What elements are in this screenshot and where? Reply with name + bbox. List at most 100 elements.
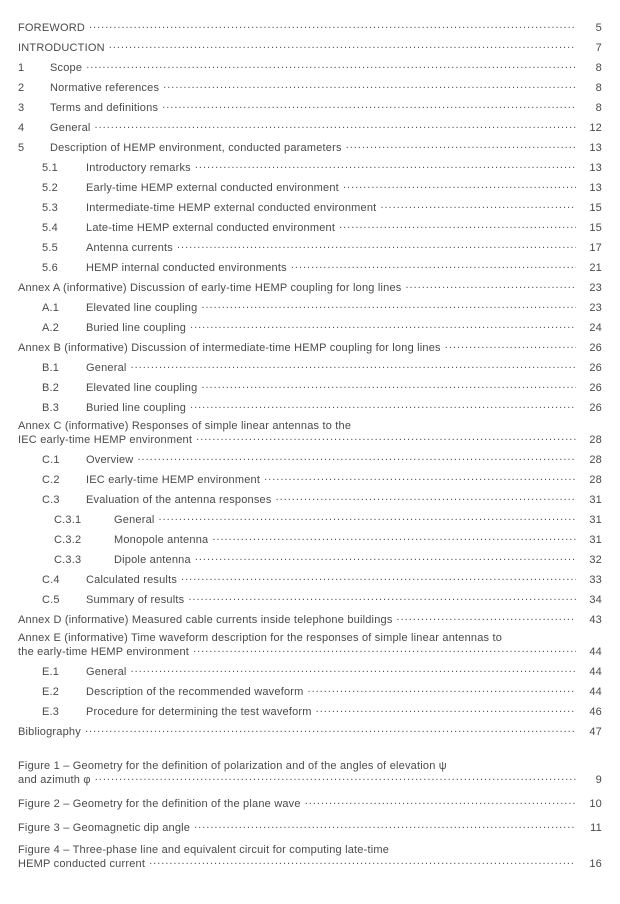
dot-leader bbox=[181, 572, 576, 583]
entry-page: 15 bbox=[576, 202, 602, 214]
entry-title: General bbox=[86, 666, 131, 678]
entry-number: C.1 bbox=[42, 454, 86, 466]
entry-page: 10 bbox=[576, 798, 602, 810]
entry-title: Annex E (informative) Time waveform desc… bbox=[18, 632, 602, 644]
entry-page: 44 bbox=[576, 686, 602, 698]
entry-title: Annex B (informative) Discussion of inte… bbox=[18, 342, 445, 354]
dot-leader bbox=[195, 552, 576, 563]
entry-title: Scope bbox=[50, 62, 86, 74]
entry-title: Terms and definitions bbox=[50, 102, 162, 114]
entry-number: E.1 bbox=[42, 666, 86, 678]
entry-page: 16 bbox=[576, 858, 602, 870]
toc-entry: C.3Evaluation of the antenna responses31 bbox=[18, 492, 602, 506]
entry-title: General bbox=[50, 122, 95, 134]
entry-title: Elevated line coupling bbox=[86, 382, 201, 394]
entry-page: 8 bbox=[576, 102, 602, 114]
toc-entry-line2: and azimuth φ9 bbox=[18, 772, 602, 786]
toc-entry: C.1Overview28 bbox=[18, 452, 602, 466]
entry-title: Figure 4 – Three-phase line and equivale… bbox=[18, 844, 602, 856]
dot-leader bbox=[343, 180, 576, 191]
entry-page: 9 bbox=[576, 774, 602, 786]
entry-page: 11 bbox=[576, 822, 602, 834]
dot-leader bbox=[95, 120, 576, 131]
entry-page: 28 bbox=[576, 434, 602, 446]
toc-entry: Annex B (informative) Discussion of inte… bbox=[18, 340, 602, 354]
entry-title: General bbox=[86, 362, 131, 374]
toc-entry: A.1Elevated line coupling23 bbox=[18, 300, 602, 314]
toc-entry: 5.6HEMP internal conducted environments2… bbox=[18, 260, 602, 274]
entry-page: 47 bbox=[576, 726, 602, 738]
dot-leader bbox=[445, 340, 576, 351]
entry-title: Normative references bbox=[50, 82, 163, 94]
entry-title: Buried line coupling bbox=[86, 322, 190, 334]
entry-title: Annex C (informative) Responses of simpl… bbox=[18, 420, 602, 432]
toc-entry: Figure 2 – Geometry for the definition o… bbox=[18, 796, 602, 810]
toc-entry: E.2Description of the recommended wavefo… bbox=[18, 684, 602, 698]
entry-page: 17 bbox=[576, 242, 602, 254]
toc-entry: Annex E (informative) Time waveform desc… bbox=[18, 632, 602, 658]
entry-page: 12 bbox=[576, 122, 602, 134]
dot-leader bbox=[316, 704, 576, 715]
entry-title: Elevated line coupling bbox=[86, 302, 201, 314]
dot-leader bbox=[162, 100, 576, 111]
toc-entry: 5.1Introductory remarks13 bbox=[18, 160, 602, 174]
dot-leader bbox=[137, 452, 576, 463]
dot-leader bbox=[193, 644, 576, 655]
dot-leader bbox=[201, 300, 576, 311]
toc-entry: C.3.2Monopole antenna31 bbox=[18, 532, 602, 546]
entry-title: Figure 3 – Geomagnetic dip angle bbox=[18, 822, 194, 834]
entry-title: Buried line coupling bbox=[86, 402, 190, 414]
entry-page: 34 bbox=[576, 594, 602, 606]
toc-entry: 5.5Antenna currents17 bbox=[18, 240, 602, 254]
entry-number: C.3.1 bbox=[54, 514, 114, 526]
entry-page: 8 bbox=[576, 62, 602, 74]
dot-leader bbox=[159, 512, 576, 523]
entry-number: C.3 bbox=[42, 494, 86, 506]
toc-entry: 5.2Early-time HEMP external conducted en… bbox=[18, 180, 602, 194]
entry-page: 13 bbox=[576, 142, 602, 154]
dot-leader bbox=[163, 80, 576, 91]
entry-title: Overview bbox=[86, 454, 137, 466]
toc-entry: C.5Summary of results34 bbox=[18, 592, 602, 606]
entry-page: 5 bbox=[576, 22, 602, 34]
dot-leader bbox=[405, 280, 576, 291]
toc-entry: Annex D (informative) Measured cable cur… bbox=[18, 612, 602, 626]
entry-title: Procedure for determining the test wavef… bbox=[86, 706, 316, 718]
entry-number: 5.2 bbox=[42, 182, 86, 194]
entry-number: 5.4 bbox=[42, 222, 86, 234]
entry-title: HEMP conducted current bbox=[18, 858, 149, 870]
toc-entry: Figure 4 – Three-phase line and equivale… bbox=[18, 844, 602, 870]
toc-entry: Bibliography47 bbox=[18, 724, 602, 738]
entry-title: Evaluation of the antenna responses bbox=[86, 494, 276, 506]
entry-page: 28 bbox=[576, 474, 602, 486]
entry-page: 31 bbox=[576, 514, 602, 526]
dot-leader bbox=[149, 856, 576, 867]
entry-number: B.1 bbox=[42, 362, 86, 374]
entry-page: 13 bbox=[576, 182, 602, 194]
entry-title: Figure 2 – Geometry for the definition o… bbox=[18, 798, 305, 810]
dot-leader bbox=[86, 60, 576, 71]
entry-page: 44 bbox=[576, 666, 602, 678]
entry-title: IEC early-time HEMP environment bbox=[86, 474, 264, 486]
toc-entry: Figure 3 – Geomagnetic dip angle 11 bbox=[18, 820, 602, 834]
dot-leader bbox=[190, 320, 576, 331]
entry-page: 31 bbox=[576, 534, 602, 546]
dot-leader bbox=[190, 400, 576, 411]
entry-title: Annex D (informative) Measured cable cur… bbox=[18, 614, 397, 626]
dot-leader bbox=[264, 472, 576, 483]
entry-page: 46 bbox=[576, 706, 602, 718]
figure-list: Figure 1 – Geometry for the definition o… bbox=[18, 760, 602, 870]
entry-number: E.2 bbox=[42, 686, 86, 698]
entry-title: Dipole antenna bbox=[114, 554, 195, 566]
entry-page: 26 bbox=[576, 402, 602, 414]
entry-number: C.3.2 bbox=[54, 534, 114, 546]
toc-entry: 4General12 bbox=[18, 120, 602, 134]
entry-page: 26 bbox=[576, 342, 602, 354]
entry-title: General bbox=[114, 514, 159, 526]
toc-entry: Figure 1 – Geometry for the definition o… bbox=[18, 760, 602, 786]
entry-title: Annex A (informative) Discussion of earl… bbox=[18, 282, 405, 294]
toc-entry-line2: the early-time HEMP environment44 bbox=[18, 644, 602, 658]
dot-leader bbox=[308, 684, 576, 695]
toc-entry: C.2IEC early-time HEMP environment28 bbox=[18, 472, 602, 486]
toc-entry: FOREWORD5 bbox=[18, 20, 602, 34]
